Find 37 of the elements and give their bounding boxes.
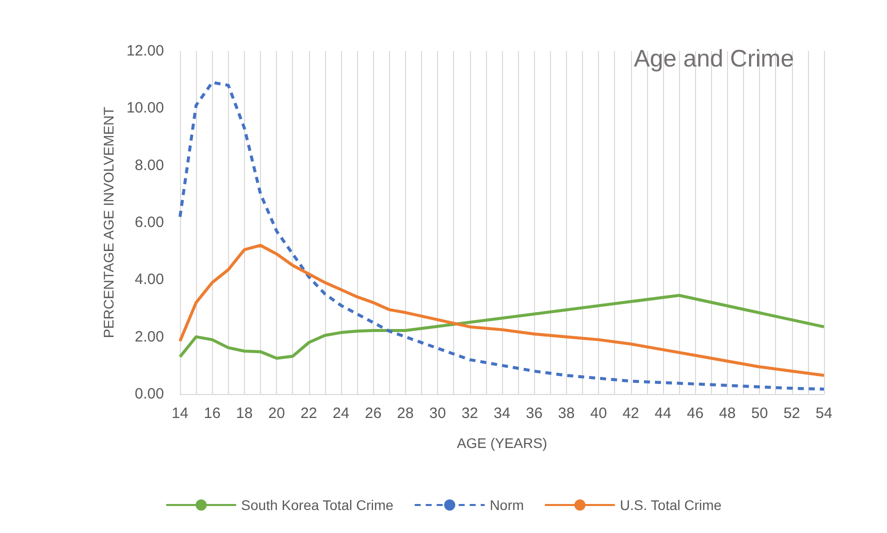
legend-label: Norm <box>490 497 524 513</box>
x-tick-label: 20 <box>268 405 285 422</box>
x-tick-label: 34 <box>494 405 510 422</box>
y-tick-label: 8.00 <box>134 156 164 174</box>
x-tick-label: 24 <box>332 405 350 422</box>
x-tick-label: 44 <box>654 405 672 422</box>
x-tick-label: 26 <box>364 405 382 422</box>
y-tick-label: 10.00 <box>126 100 164 117</box>
x-tick-label: 16 <box>204 405 221 422</box>
x-tick-label: 48 <box>719 405 736 422</box>
x-tick-label: 46 <box>686 405 704 422</box>
x-tick-label: 36 <box>526 405 543 422</box>
y-tick-label: 4.00 <box>134 271 164 288</box>
y-tick-label: 6.00 <box>134 214 164 231</box>
x-tick-label: 18 <box>236 405 253 422</box>
legend-label: South Korea Total Crime <box>241 497 394 513</box>
line-series <box>178 80 826 391</box>
y-tick-label: 0.00 <box>134 386 164 402</box>
x-tick-label: 30 <box>429 405 446 422</box>
y-axis-title: PERCENTAGE AGE INVOLVEMENT <box>100 106 117 338</box>
x-tick-label: 40 <box>590 405 607 422</box>
x-tick-label: 28 <box>397 405 414 422</box>
line-series <box>178 294 826 360</box>
y-tick-label: 12.00 <box>126 42 164 60</box>
x-tick-label: 32 <box>461 405 478 422</box>
x-tick-label: 52 <box>783 405 800 422</box>
x-tick-label: 54 <box>816 405 832 422</box>
chart-title: Age and Crime <box>634 46 794 72</box>
x-tick-label: 50 <box>751 405 768 422</box>
x-axis-title: AGE (YEARS) <box>456 435 548 451</box>
line-series <box>178 244 826 377</box>
legend-label: U.S. Total Crime <box>620 497 722 513</box>
x-tick-label: 22 <box>300 405 318 422</box>
x-tick-label: 42 <box>622 405 640 422</box>
y-tick-label: 2.00 <box>134 328 164 346</box>
x-tick-label: 14 <box>172 405 188 422</box>
x-tick-label: 38 <box>558 405 575 422</box>
